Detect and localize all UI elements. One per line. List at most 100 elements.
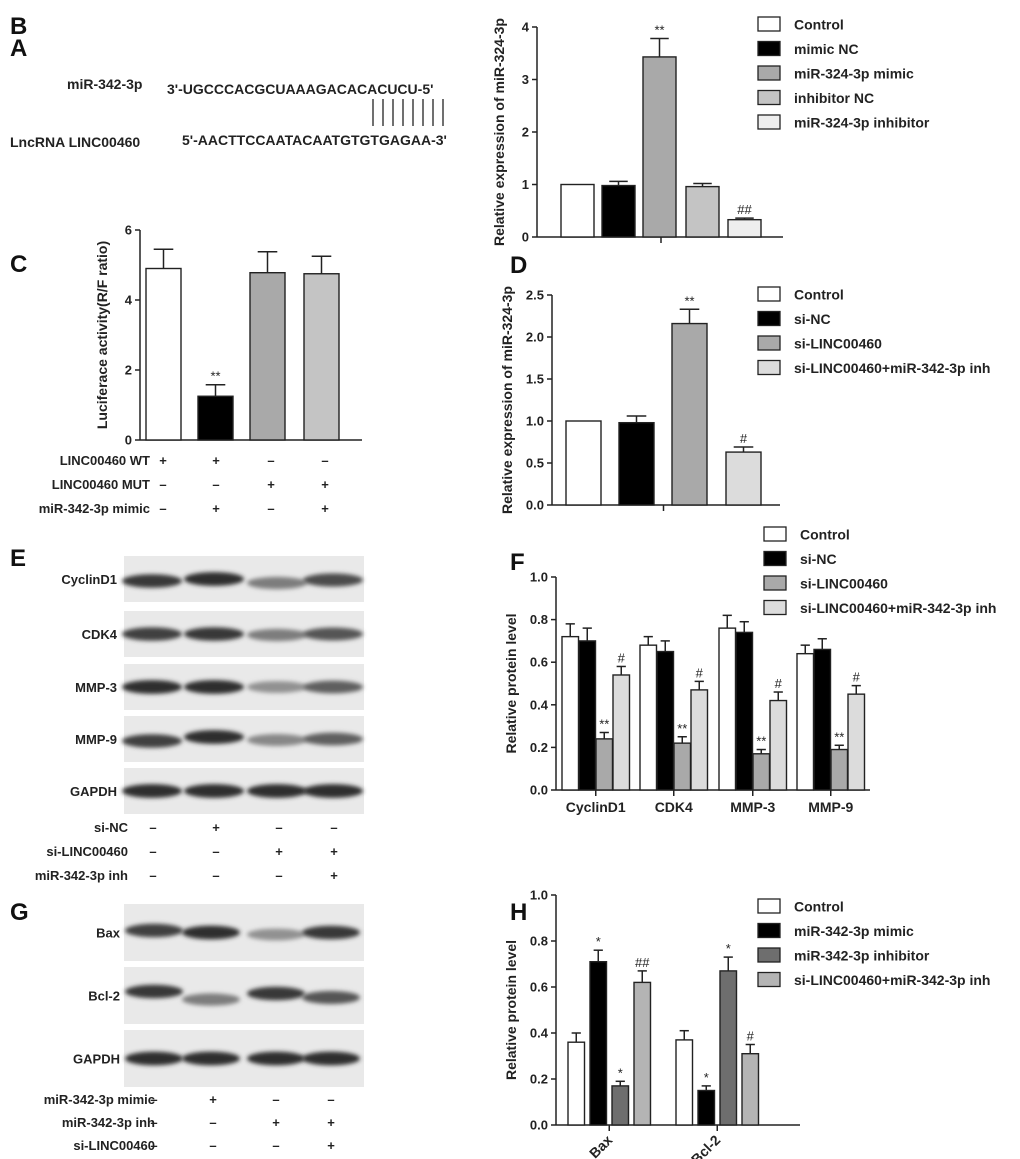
y-tick-label: 0.4 [530,1026,549,1041]
blot-row-label: MMP-3 [75,680,117,695]
bar [589,961,608,1126]
y-tick-label: 0.0 [530,1118,548,1133]
legend-swatch [757,286,781,302]
y-tick-label: 0.8 [530,612,548,627]
y-tick-label: 0 [522,230,529,245]
y-tick-label: 0.6 [530,980,548,995]
blot-row-label: CDK4 [82,627,118,642]
blot-band [122,627,182,641]
blot-band [247,734,307,746]
significance-label: * [618,1065,623,1080]
legend-swatch [757,947,781,963]
legend-swatch [757,89,781,106]
lncrna-name: LncRNA LINC00460 [10,134,140,150]
bar [830,748,849,791]
condition-sign: + [321,477,329,492]
significance-label: # [696,665,704,680]
y-tick-label: 1 [522,177,529,192]
legend-label: si-LINC00460+miR-342-3p inh [794,972,990,988]
blot-band [125,1051,183,1066]
blot-band [182,1051,240,1066]
blot-band [184,680,244,694]
bar [561,635,580,791]
blot-band [303,627,363,641]
blot-band [122,680,182,694]
legend-swatch [763,526,787,542]
legend-label: Control [800,527,850,543]
significance-label: ** [654,23,664,38]
blot-band [302,991,360,1004]
condition-label: LINC00460 WT [60,453,150,468]
significance-label: # [853,670,861,685]
condition-sign: – [327,1092,334,1107]
y-tick-label: 0.2 [530,1072,548,1087]
condition-sign: – [267,501,274,516]
bar [612,674,631,791]
bar [697,1089,716,1126]
legend-swatch [757,898,781,914]
condition-sign: – [272,1138,279,1153]
mirna-sequence: 3'-UGCCCACGCUAAAGACACACUCU-5' [167,81,433,97]
bar [847,693,866,791]
significance-label: ** [210,369,220,384]
condition-sign: + [330,868,338,883]
bar [560,183,595,238]
bar [685,185,720,238]
condition-label: miR-342-3p inh [35,868,128,883]
bar [567,1041,586,1126]
significance-label: ** [684,293,694,308]
legend-swatch [757,359,781,376]
bar [578,640,597,791]
legend-label: miR-324-3p inhibitor [794,115,930,131]
blot-band [184,784,244,798]
bar [675,1039,694,1126]
x-tick-label: CDK4 [655,799,693,815]
blot-band [247,1051,305,1066]
condition-sign: – [149,844,156,859]
significance-label: * [726,941,731,956]
y-tick-label: 2.0 [526,330,544,345]
significance-label: # [740,431,748,446]
blot-band [184,730,244,744]
mirna-name: miR-342-3p [67,76,142,92]
legend-label: si-NC [794,311,831,327]
condition-sign: + [272,1115,280,1130]
y-axis-title: Relative expression of miR-324-3p [499,286,515,514]
chart-b: B 0 1 2 3 4 Relative expression of miR-324-3p *… [10,13,930,246]
legend-label: Control [794,17,844,33]
legend-label: si-LINC00460 [794,336,882,352]
bar [671,322,708,506]
bar [595,738,614,791]
blot-band [303,680,363,694]
blot-row-label: Bax [96,926,121,941]
blot-band [247,784,307,798]
blot-band [125,984,183,999]
panel-a: A miR-342-3p 3'-UGCCCACGCUAAAGACACACUCU-… [10,35,447,150]
y-axis-title: Luciferace activity(R/F ratio) [94,241,110,429]
bar [725,451,762,506]
y-axis-title: Relative protein level [503,613,519,753]
panel-label-a: A [10,35,27,62]
significance-label: * [704,1070,709,1085]
bar [639,644,658,791]
bar [565,420,602,506]
x-tick-label: Bax [586,1132,616,1159]
y-tick-label: 2 [125,363,132,378]
bar [656,650,675,791]
condition-sign: – [150,1092,157,1107]
legend-label: si-LINC00460 [800,576,888,592]
bar [633,981,652,1126]
y-axis-title: Relative expression of miR-324-3p [491,18,507,246]
condition-sign: – [209,1115,216,1130]
x-tick-label: MMP-9 [808,799,853,815]
x-tick-label: CyclinD1 [566,799,626,815]
legend-label: inhibitor NC [794,90,874,106]
blot-row-label: Bcl-2 [88,989,120,1004]
x-tick-label: Bcl-2 [688,1132,724,1159]
base-pairing-lines [372,99,444,126]
blot-band [303,784,363,798]
blot-row-label: CyclinD1 [61,572,117,587]
legend-label: miR-342-3p mimic [794,923,914,939]
y-tick-label: 3 [522,72,529,87]
